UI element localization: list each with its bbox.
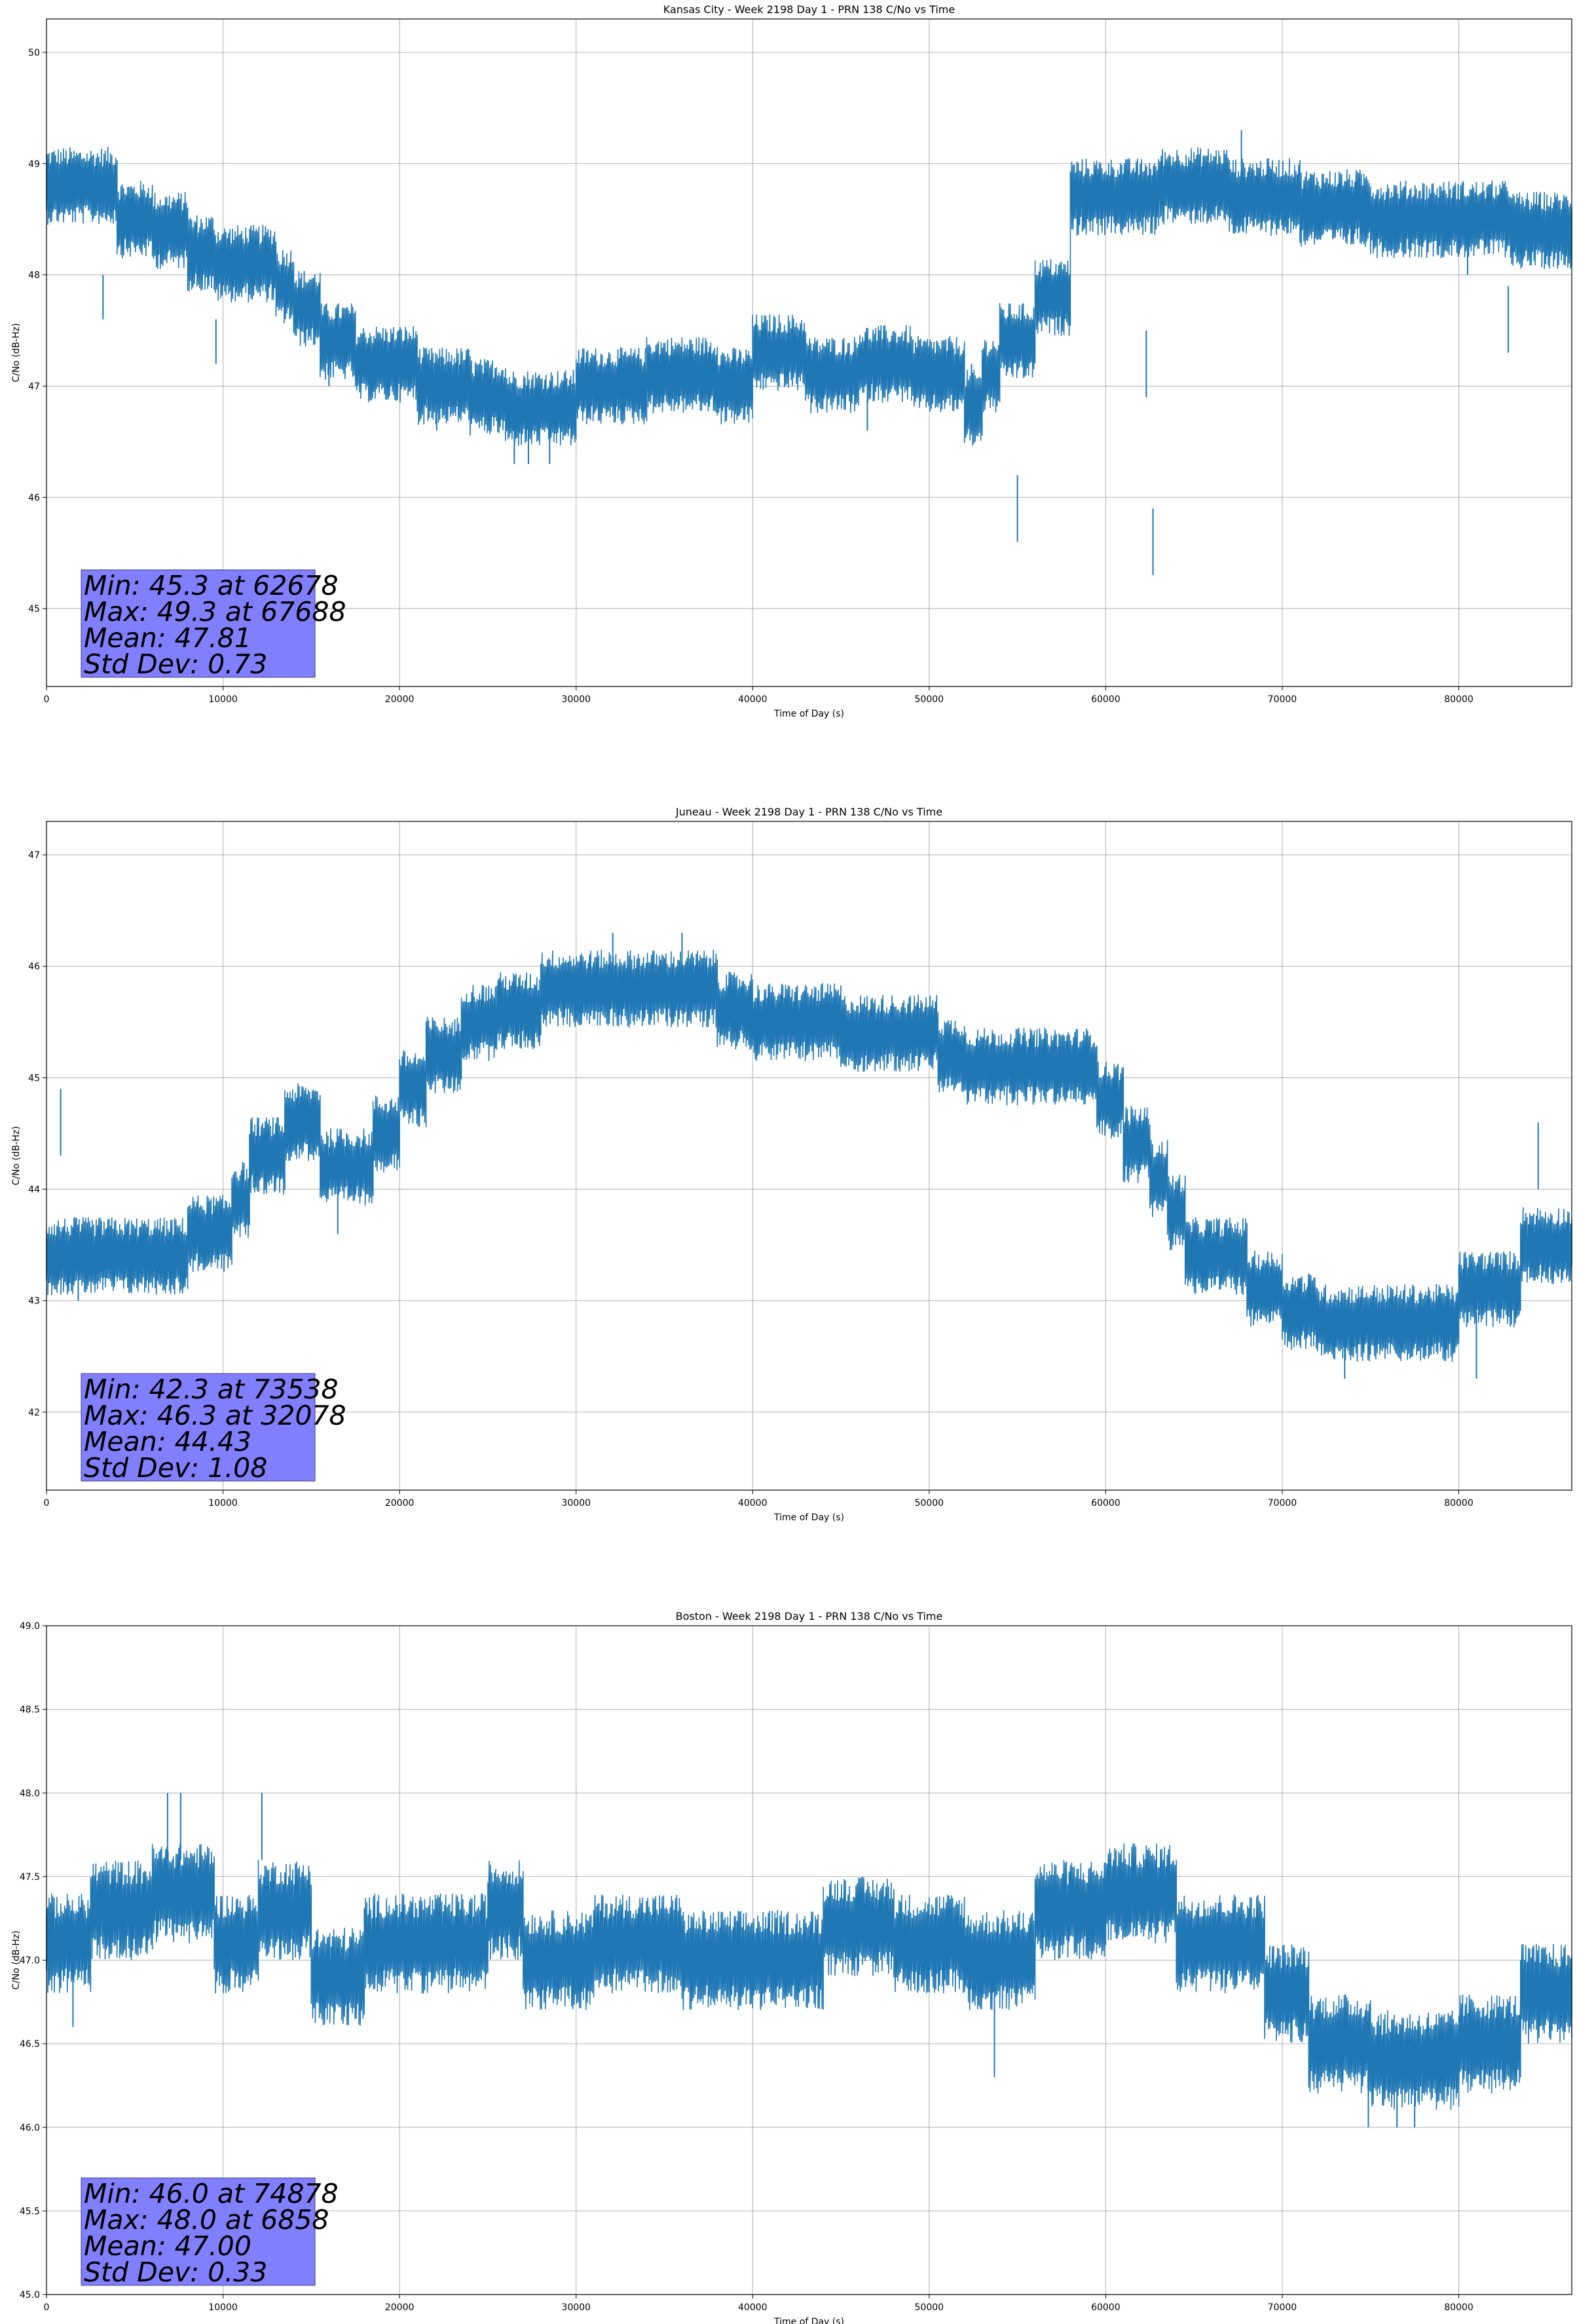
chart2-stats-line: Min: 42.3 at 73538	[84, 1374, 339, 1405]
chart1-axes-frame	[46, 18, 1572, 687]
chart3-ytick-label: 45.5	[20, 2206, 40, 2217]
chart2-ytick-label: 44	[28, 1185, 40, 1195]
chart3-xtick-label: 80000	[1444, 2302, 1474, 2313]
chart3-ytick-label: 47.5	[20, 1872, 40, 1883]
chart2-stats-line: Max: 46.3 at 32078	[84, 1400, 346, 1431]
chart1-xtick-label: 60000	[1091, 694, 1121, 705]
chart3-series-line	[46, 1843, 1572, 2110]
chart2-ytick-label: 46	[28, 962, 40, 972]
chart1-xtick-label: 10000	[208, 694, 238, 705]
chart2-stats-box	[81, 1373, 316, 1482]
chart1-xtick-label: 80000	[1444, 694, 1474, 705]
chart1-ytick-label: 45	[28, 604, 40, 614]
chart1-xtick-label: 50000	[915, 694, 944, 705]
chart1-xlabel: Time of Day (s)	[773, 709, 844, 719]
chart2-ylabel: C/No (dB-Hz)	[11, 1126, 22, 1185]
chart2-xtick-label: 30000	[561, 1498, 591, 1509]
chart2-ytick-label: 47	[28, 850, 40, 861]
chart3-ytick-label: 46.0	[20, 2123, 40, 2133]
chart3-stats-line: Std Dev: 0.33	[84, 2257, 267, 2288]
chart2-xtick-label: 40000	[738, 1498, 768, 1509]
chart3-ytick-label: 48.5	[20, 1705, 40, 1715]
chart3-xtick-label: 30000	[561, 2302, 591, 2313]
chart3-stats-line: Max: 48.0 at 6858	[84, 2204, 329, 2236]
chart1-stats-line: Max: 49.3 at 67688	[84, 596, 346, 628]
chart2-ytick-label: 43	[28, 1296, 40, 1307]
chart3-xtick-label: 0	[44, 2302, 50, 2313]
chart1-stats-line: Mean: 47.81	[84, 622, 251, 654]
chart3-ytick-label: 46.5	[20, 2039, 40, 2050]
chart1-ytick-label: 49	[28, 159, 40, 170]
chart1-ytick-label: 50	[28, 48, 40, 58]
chart1-stats-line: Std Dev: 0.73	[84, 648, 267, 680]
chart1-xtick-label: 30000	[561, 694, 591, 705]
chart3-xlabel: Time of Day (s)	[773, 2317, 844, 2324]
chart1-title: Kansas City - Week 2198 Day 1 - PRN 138 …	[663, 3, 955, 16]
chart2-xtick-label: 50000	[915, 1498, 944, 1509]
chart1-series-line	[46, 147, 1572, 447]
chart1-xtick-label: 70000	[1268, 694, 1297, 705]
chart2-xtick-label: 70000	[1268, 1498, 1297, 1509]
chart1-stats-line: Min: 45.3 at 62678	[84, 570, 339, 601]
chart1-stats-box	[81, 569, 316, 678]
chart2-xtick-label: 10000	[208, 1498, 238, 1509]
chart3-ytick-label: 49.0	[20, 1621, 40, 1632]
chart2-xtick-label: 0	[44, 1498, 50, 1509]
chart1-xtick-label: 40000	[738, 694, 768, 705]
chart2-ytick-label: 42	[28, 1408, 40, 1418]
chart2-xtick-label: 20000	[385, 1498, 415, 1509]
chart1-ylabel: C/No (dB-Hz)	[11, 323, 22, 382]
chart1-ytick-label: 47	[28, 381, 40, 392]
chart3-xtick-label: 40000	[738, 2302, 768, 2313]
chart2-series-line	[46, 949, 1572, 1362]
chart3-xtick-label: 10000	[208, 2302, 238, 2313]
chart3-xtick-label: 50000	[915, 2302, 944, 2313]
chart2-xtick-label: 60000	[1091, 1498, 1121, 1509]
chart3-ytick-label: 48.0	[20, 1788, 40, 1799]
chart2-ytick-label: 45	[28, 1073, 40, 1083]
chart3-xtick-label: 20000	[385, 2302, 415, 2313]
chart2-stats-line: Std Dev: 1.08	[84, 1452, 267, 1484]
chart2-xtick-label: 80000	[1444, 1498, 1474, 1509]
chart3-stats-line: Mean: 47.00	[84, 2230, 251, 2262]
chart3-ytick-label: 45.0	[20, 2290, 40, 2300]
chart1-xtick-label: 0	[44, 694, 50, 705]
chart3-ytick-label: 47.0	[20, 1956, 40, 1966]
chart3-stats-line: Min: 46.0 at 74878	[84, 2178, 339, 2209]
chart3-title: Boston - Week 2198 Day 1 - PRN 138 C/No …	[676, 1610, 943, 1622]
chart2-stats-line: Mean: 44.43	[84, 1426, 251, 1457]
chart3-stats-box	[81, 2177, 316, 2286]
chart2-xlabel: Time of Day (s)	[773, 1512, 844, 1523]
chart1-xtick-label: 20000	[385, 694, 415, 705]
chart1-ytick-label: 48	[28, 271, 40, 281]
chart1-ytick-label: 46	[28, 493, 40, 503]
chart2-axes-frame	[46, 821, 1572, 1491]
chart3-ylabel: C/No (dB-Hz)	[11, 1930, 22, 1989]
chart3-xtick-label: 70000	[1268, 2302, 1297, 2313]
chart2-title: Juneau - Week 2198 Day 1 - PRN 138 C/No …	[675, 806, 942, 818]
chart3-xtick-label: 60000	[1091, 2302, 1121, 2313]
